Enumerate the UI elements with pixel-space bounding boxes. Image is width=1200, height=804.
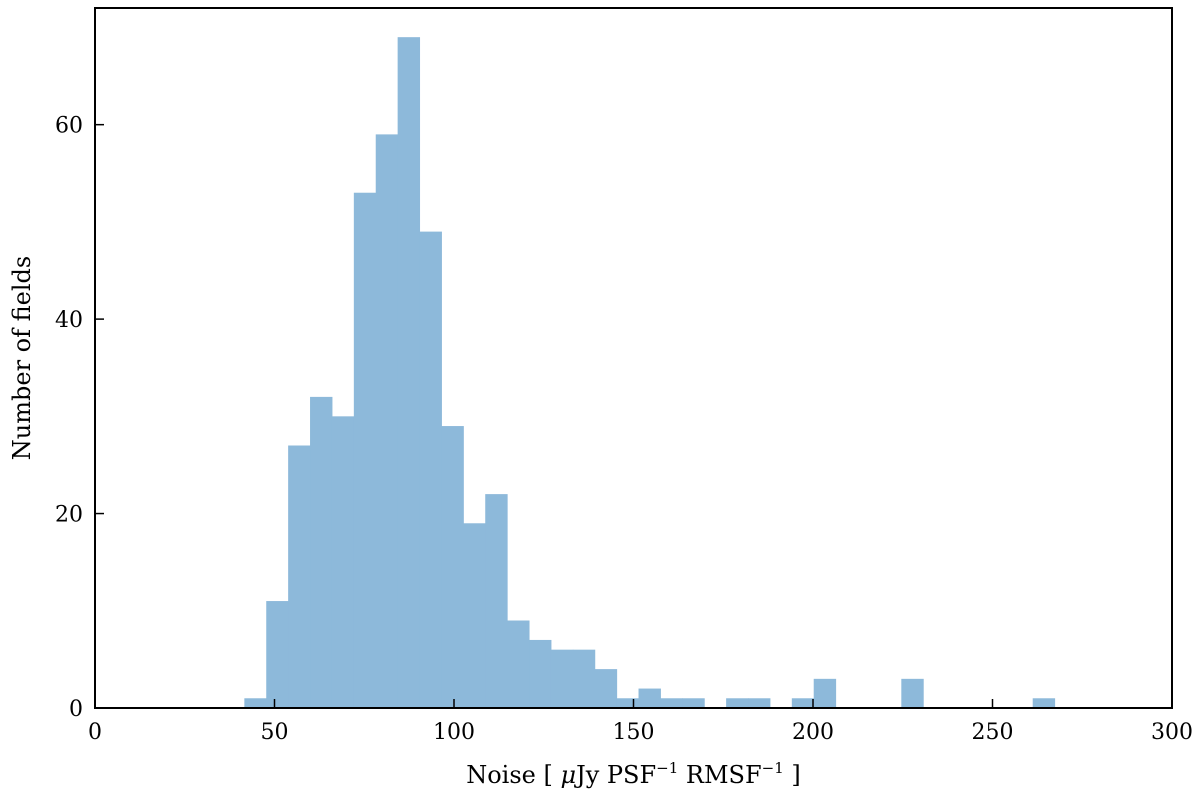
x-axis-label-post: ]	[784, 761, 801, 789]
y-tick-label: 40	[55, 308, 83, 333]
histogram-bar	[375, 134, 399, 708]
x-axis-label-exp2: −1	[762, 759, 784, 777]
x-tick-label: 200	[792, 720, 834, 745]
x-tick-label: 300	[1151, 720, 1193, 745]
histogram-bar	[660, 698, 683, 708]
histogram-bar	[288, 445, 311, 708]
histogram-bar	[550, 649, 574, 708]
x-axis-label-mu: μ	[560, 761, 576, 789]
histogram-bar	[901, 678, 924, 708]
y-tick-label: 60	[55, 114, 83, 139]
histogram-bar	[244, 698, 267, 708]
plot-frame	[94, 7, 1173, 709]
histogram-bar	[594, 669, 618, 708]
histogram-bar	[726, 698, 749, 708]
x-tick-label: 0	[88, 720, 102, 745]
histogram-bar	[813, 678, 837, 708]
x-axis-label: Noise [ μJy PSF−1 RMSF−1 ]	[466, 759, 801, 789]
histogram-bar	[529, 639, 552, 708]
x-axis-label-exp1: −1	[656, 759, 678, 777]
histogram-bar	[419, 231, 442, 708]
y-tick-label: 0	[69, 697, 83, 722]
x-axis-label-jy-psf: Jy PSF	[573, 761, 656, 789]
x-axis-label-pre: Noise [	[466, 761, 560, 789]
y-tick-label: 20	[55, 503, 83, 528]
histogram-bar	[463, 523, 486, 708]
histogram-bar	[441, 426, 464, 708]
x-tick-label: 100	[433, 720, 475, 745]
histogram-bar	[791, 698, 815, 708]
histogram-bar	[485, 494, 508, 708]
histogram-bar	[331, 416, 355, 708]
x-tick-label: 150	[613, 720, 655, 745]
y-axis-ticks: 0 20 40 60	[55, 114, 104, 722]
histogram-bar	[682, 698, 705, 708]
histogram-bar	[507, 620, 530, 708]
histogram-bar	[638, 688, 661, 708]
histogram-bar	[310, 396, 333, 708]
histogram-bar	[397, 37, 421, 708]
x-tick-label: 50	[261, 720, 289, 745]
histogram-bar	[1032, 698, 1056, 708]
histogram-bar	[748, 698, 771, 708]
histogram-bar	[353, 192, 377, 708]
x-tick-label: 250	[972, 720, 1014, 745]
x-axis-label-rmsf: RMSF	[678, 761, 761, 789]
histogram-bar	[266, 601, 289, 708]
y-axis-label: Number of fields	[8, 256, 36, 460]
histogram-bar	[572, 649, 596, 708]
histogram-bars	[244, 37, 1056, 708]
histogram-bar	[616, 698, 640, 708]
